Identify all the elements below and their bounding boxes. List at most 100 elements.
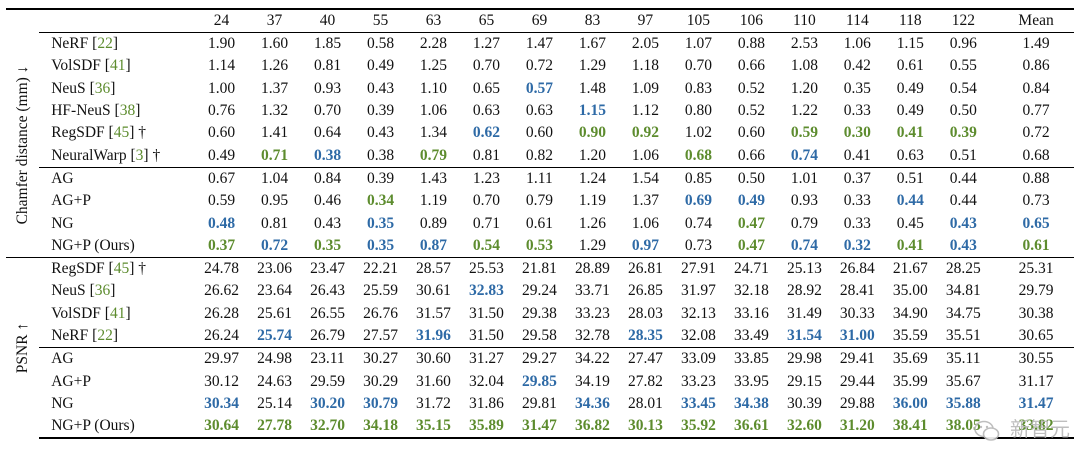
- dagger-mark: †: [152, 146, 161, 164]
- method-cell: RegSDF [45] †: [39, 256, 196, 281]
- citation-link[interactable]: 36: [94, 282, 111, 300]
- citation-link[interactable]: 41: [109, 57, 126, 75]
- citation-link[interactable]: 22: [97, 35, 113, 53]
- value-cell: 0.41: [896, 236, 924, 254]
- value-cell: 35.00: [892, 282, 928, 300]
- citation-link[interactable]: 45: [113, 260, 130, 278]
- column-header: 110: [777, 8, 831, 33]
- spacer-cell: [990, 190, 998, 212]
- value-cell: 34.81: [945, 282, 981, 300]
- value-cell: 1.06: [419, 102, 448, 120]
- value-cell: 35.15: [407, 415, 460, 440]
- value-cell: 30.12: [204, 372, 239, 390]
- spacer-cell: [989, 347, 999, 371]
- table-row: NG 30.34 25.14 30.20 30.79 31.72 31.86 29.81 34.…: [6, 393, 1074, 415]
- column-header: 106: [724, 8, 778, 33]
- value-cell: 21.81: [512, 256, 566, 281]
- citation-link[interactable]: 38: [119, 102, 136, 120]
- value-cell: 34.18: [354, 415, 407, 440]
- column-header: 122: [936, 8, 990, 33]
- value-cell: 0.84: [301, 166, 355, 191]
- value-cell: 35.89: [459, 415, 513, 440]
- value-cell: 1.06: [631, 214, 659, 232]
- value-cell: 1.27: [459, 32, 513, 56]
- value-cell: 30.39: [786, 394, 822, 412]
- value-cell: 0.92: [631, 124, 659, 142]
- value-cell: 0.67: [195, 166, 249, 191]
- value-cell: 0.50: [724, 166, 778, 191]
- value-cell: 0.70: [472, 192, 501, 210]
- method-name: NeRF: [51, 35, 89, 53]
- table-row: HF-NeuS [38] 0.76 1.32 0.70 0.39 1.06 0.63 0.63…: [6, 100, 1074, 122]
- value-cell: 0.47: [737, 214, 765, 232]
- method-name: AG+P: [51, 372, 91, 390]
- mean-cell: 31.47: [1018, 394, 1054, 412]
- value-cell: 35.99: [892, 372, 928, 390]
- value-cell: 1.08: [790, 57, 818, 75]
- value-cell: 0.50: [949, 102, 977, 120]
- header-spacer: [989, 8, 999, 33]
- value-cell: 0.88: [724, 32, 778, 56]
- value-cell: 30.29: [363, 372, 398, 390]
- value-cell: 22.21: [354, 256, 407, 281]
- results-table-container: 24 37 40 55 63 65 69 83 97 105 106 110 114 118 122 Mean…: [6, 8, 1074, 440]
- spacer-cell: [990, 393, 998, 415]
- citation-link[interactable]: 22: [97, 327, 113, 344]
- table-row: AG+P 30.12 24.63 29.59 30.29 31.60 32.04 29.85 3…: [6, 370, 1074, 392]
- citation-link[interactable]: 45: [113, 124, 130, 142]
- mean-cell: 30.55: [998, 347, 1074, 371]
- value-cell: 1.26: [260, 57, 289, 75]
- value-cell: 1.29: [578, 57, 606, 75]
- value-cell: 1.34: [419, 124, 448, 142]
- value-cell: 0.96: [936, 32, 990, 56]
- value-cell: 0.80: [684, 102, 712, 120]
- value-cell: 34.38: [733, 394, 769, 412]
- value-cell: 0.45: [896, 214, 924, 232]
- value-cell: 29.88: [839, 394, 875, 412]
- header-blank: [39, 8, 196, 33]
- value-cell: 0.93: [313, 79, 342, 97]
- value-cell: 1.54: [618, 166, 672, 191]
- value-cell: 0.74: [790, 146, 818, 164]
- method-name: NeuS: [51, 282, 86, 300]
- value-cell: 28.41: [839, 282, 875, 300]
- value-cell: 0.59: [207, 192, 236, 210]
- value-cell: 0.58: [354, 32, 407, 56]
- value-cell: 21.67: [883, 256, 937, 281]
- value-cell: 26.81: [618, 256, 672, 281]
- value-cell: 1.85: [301, 32, 355, 56]
- value-cell: 0.71: [260, 146, 289, 164]
- value-cell: 33.49: [733, 327, 769, 344]
- group-label-cell: PSNR ↑: [6, 256, 40, 439]
- value-cell: 26.84: [830, 256, 884, 281]
- spacer-cell: [990, 325, 998, 348]
- citation-link[interactable]: 41: [109, 304, 126, 322]
- method-name: NeuS: [51, 79, 86, 97]
- value-cell: 0.81: [260, 214, 289, 232]
- method-name: VolSDF: [51, 57, 101, 75]
- table-row: NeuralWarp [3] † 0.49 0.71 0.38 0.38 0.79 0.81…: [6, 144, 1074, 167]
- mean-cell: 0.65: [1022, 214, 1050, 232]
- value-cell: 1.20: [578, 146, 606, 164]
- value-cell: 0.38: [366, 146, 395, 164]
- value-cell: 0.82: [525, 146, 554, 164]
- value-cell: 30.64: [195, 415, 249, 440]
- value-cell: 26.43: [310, 282, 345, 300]
- value-cell: 0.87: [419, 236, 448, 254]
- citation-link[interactable]: 3: [135, 146, 144, 164]
- header-row: 24 37 40 55 63 65 69 83 97 105 106 110 114 118 122 Mean: [6, 8, 1074, 33]
- value-cell: 0.49: [737, 192, 765, 210]
- method-name: NG+P (Ours): [51, 417, 135, 435]
- value-cell: 0.95: [260, 192, 289, 210]
- value-cell: 32.60: [777, 415, 831, 440]
- method-name: NG: [51, 394, 74, 412]
- citation-link[interactable]: 36: [94, 79, 111, 97]
- value-cell: 33.45: [680, 394, 716, 412]
- value-cell: 28.03: [627, 304, 663, 322]
- value-cell: 32.83: [469, 282, 504, 300]
- spacer-cell: [990, 100, 998, 122]
- spacer-cell: [990, 78, 998, 100]
- value-cell: 0.37: [830, 166, 884, 191]
- value-cell: 1.41: [260, 124, 289, 142]
- column-header: 97: [618, 8, 672, 33]
